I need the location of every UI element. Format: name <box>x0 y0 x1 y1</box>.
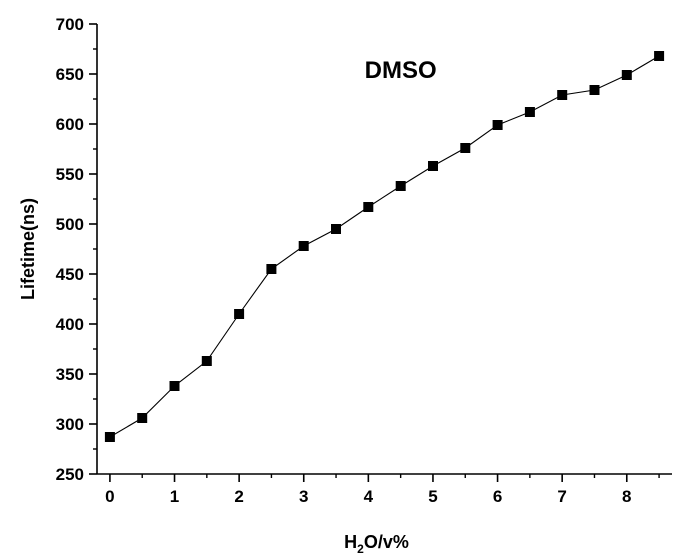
y-tick-label: 700 <box>56 15 84 34</box>
data-point <box>589 85 600 95</box>
x-tick-label: 8 <box>622 487 631 506</box>
x-axis-label: H2O/v% <box>344 532 409 556</box>
y-tick-label: 600 <box>56 115 84 134</box>
series-line <box>109 55 660 438</box>
data-point <box>331 224 341 234</box>
y-tick-label: 450 <box>56 265 84 284</box>
data-point <box>524 107 535 117</box>
data-point <box>266 264 277 274</box>
y-tick-label: 300 <box>56 415 84 434</box>
data-point <box>654 51 665 61</box>
x-axis-label-rest: O/v% <box>364 532 409 552</box>
data-point <box>621 70 632 80</box>
x-tick-label: 2 <box>234 487 243 506</box>
data-point <box>234 309 245 319</box>
data-point <box>428 161 438 171</box>
x-tick-label: 3 <box>299 487 308 506</box>
data-point <box>395 181 406 191</box>
x-tick-label: 7 <box>557 487 566 506</box>
data-point <box>298 241 309 251</box>
y-axis-label: Lifetime(ns) <box>18 198 38 300</box>
y-tick-label: 350 <box>56 365 84 384</box>
plot-axes: 250 300 350 400 450 500 550 600 650 700 0 1 2 3 4 5 6 7 8 <box>56 15 672 506</box>
y-tick-label: 500 <box>56 215 84 234</box>
x-axis-label-main: H <box>344 532 357 552</box>
x-tick-label: 6 <box>493 487 502 506</box>
x-tick-label: 5 <box>428 487 437 506</box>
data-point <box>557 90 568 100</box>
y-tick-label: 550 <box>56 165 84 184</box>
x-tick-label: 0 <box>105 487 114 506</box>
y-tick-label: 400 <box>56 315 84 334</box>
x-tick-label: 1 <box>170 487 179 506</box>
x-axis-label-subscript: 2 <box>357 542 364 556</box>
data-point <box>137 413 148 423</box>
x-tick-label: 4 <box>364 487 374 506</box>
data-point <box>363 202 374 212</box>
data-point <box>201 356 212 366</box>
data-series <box>104 51 665 442</box>
data-point <box>460 143 471 153</box>
data-point <box>169 381 180 391</box>
data-point <box>492 120 503 130</box>
data-point <box>104 432 115 442</box>
chart-annotation: DMSO <box>365 57 437 84</box>
y-tick-label: 250 <box>56 465 84 484</box>
y-tick-label: 650 <box>56 65 84 84</box>
